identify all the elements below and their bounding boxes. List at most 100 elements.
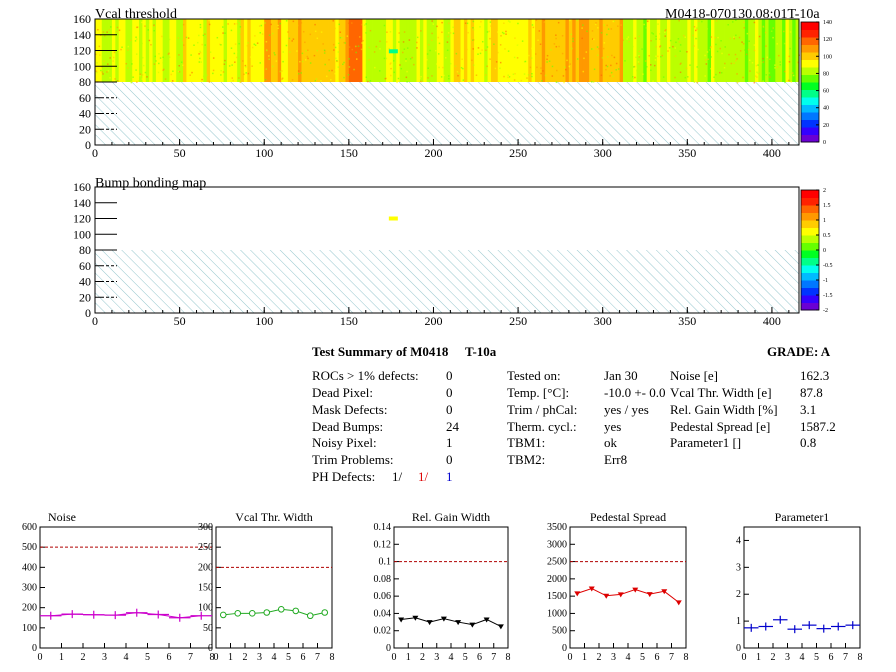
map-speckle bbox=[762, 61, 765, 63]
map-speckle bbox=[182, 39, 184, 42]
map-speckle bbox=[633, 65, 636, 68]
map-speckle bbox=[454, 65, 457, 68]
map-speckle bbox=[615, 62, 618, 65]
map-column-cell bbox=[139, 19, 143, 82]
map-speckle bbox=[205, 51, 207, 54]
map-speckle bbox=[384, 77, 387, 80]
map-speckle bbox=[568, 65, 571, 68]
y-tick-label: 60 bbox=[79, 259, 91, 273]
summary-value: 162.3 bbox=[800, 368, 830, 383]
map-speckle bbox=[776, 62, 778, 64]
map-speckle bbox=[437, 53, 440, 55]
map-speckle bbox=[271, 32, 274, 35]
map-column-cell bbox=[514, 19, 519, 82]
map-speckle bbox=[696, 66, 698, 68]
x-tick-label: 300 bbox=[594, 146, 612, 160]
y-tick-label: 1500 bbox=[547, 591, 567, 602]
map-speckle bbox=[416, 41, 418, 44]
map-speckle bbox=[609, 36, 611, 39]
y-tick-label: 0 bbox=[208, 643, 213, 654]
map-speckle bbox=[249, 56, 252, 58]
map-speckle bbox=[182, 23, 185, 26]
map-speckle bbox=[292, 38, 295, 40]
map-speckle bbox=[638, 56, 641, 58]
map-speckle bbox=[323, 52, 326, 54]
y-tick-label: 300 bbox=[198, 522, 213, 533]
map-column-cell bbox=[755, 19, 759, 82]
map-speckle bbox=[158, 53, 160, 55]
x-tick-label: 200 bbox=[424, 146, 442, 160]
y-tick-label: 200 bbox=[198, 562, 213, 573]
map-column-cell bbox=[145, 19, 150, 82]
data-point bbox=[219, 611, 227, 619]
map-column-cell bbox=[298, 19, 302, 82]
map-speckle bbox=[294, 61, 297, 63]
map-column-cell bbox=[365, 19, 370, 82]
map-speckle bbox=[543, 21, 546, 23]
map-speckle bbox=[472, 28, 475, 31]
map-speckle bbox=[142, 64, 145, 67]
y-tick-label: 100 bbox=[73, 227, 91, 241]
map-speckle bbox=[644, 68, 646, 71]
map-speckle bbox=[360, 48, 363, 51]
map-speckle bbox=[447, 35, 449, 38]
map-speckle bbox=[116, 80, 119, 82]
map-speckle bbox=[307, 49, 309, 52]
map-column-cell bbox=[677, 19, 681, 82]
color-scale-cell bbox=[801, 89, 819, 98]
map-speckle bbox=[297, 70, 300, 72]
map-speckle bbox=[209, 51, 212, 53]
summary-label: Rel. Gain Width [%] bbox=[670, 402, 778, 417]
map-speckle bbox=[766, 56, 769, 59]
map-speckle bbox=[315, 78, 318, 80]
map-speckle bbox=[178, 54, 180, 56]
map-speckle bbox=[199, 50, 201, 53]
map-speckle bbox=[139, 74, 141, 77]
map-speckle bbox=[222, 32, 224, 34]
map-column-cell bbox=[724, 19, 729, 82]
map-speckle bbox=[538, 30, 541, 32]
map-speckle bbox=[420, 80, 422, 83]
map-speckle bbox=[236, 56, 238, 59]
map-speckle bbox=[335, 57, 337, 60]
chart-title: Noise bbox=[48, 510, 76, 524]
map-speckle bbox=[489, 37, 491, 40]
data-point bbox=[277, 605, 285, 613]
map-speckle bbox=[388, 47, 390, 50]
map-speckle bbox=[791, 72, 794, 74]
map-speckle bbox=[252, 19, 254, 22]
map-speckle bbox=[353, 68, 355, 71]
map-speckle bbox=[164, 78, 167, 80]
color-scale-label: 0 bbox=[823, 140, 826, 146]
map-speckle bbox=[396, 81, 398, 84]
map-speckle bbox=[271, 65, 274, 68]
map-column-cell bbox=[667, 19, 671, 82]
map-column-cell bbox=[196, 19, 201, 82]
map-speckle bbox=[379, 40, 381, 43]
map-speckle bbox=[724, 46, 726, 48]
map-column-cell bbox=[342, 19, 346, 82]
map-speckle bbox=[724, 62, 726, 65]
map-column-cell bbox=[142, 19, 147, 82]
map-speckle bbox=[696, 28, 698, 31]
map-speckle bbox=[440, 76, 443, 78]
map-column-cell bbox=[206, 19, 211, 82]
map-column-cell bbox=[227, 19, 231, 82]
map-speckle bbox=[405, 58, 407, 60]
map-speckle bbox=[788, 61, 791, 63]
map-speckle bbox=[234, 43, 237, 45]
map-speckle bbox=[168, 52, 170, 55]
map-speckle bbox=[130, 81, 132, 83]
map-speckle bbox=[706, 28, 709, 30]
map-speckle bbox=[334, 69, 337, 71]
map-speckle bbox=[655, 45, 657, 48]
map-speckle bbox=[762, 57, 764, 60]
data-point bbox=[675, 600, 682, 606]
map-speckle bbox=[751, 62, 754, 64]
map-speckle bbox=[109, 57, 111, 59]
map-speckle bbox=[576, 58, 579, 60]
map-speckle bbox=[442, 66, 444, 69]
map-speckle bbox=[332, 43, 335, 46]
x-tick-label: 5 bbox=[286, 652, 291, 663]
map-speckle bbox=[431, 20, 433, 22]
